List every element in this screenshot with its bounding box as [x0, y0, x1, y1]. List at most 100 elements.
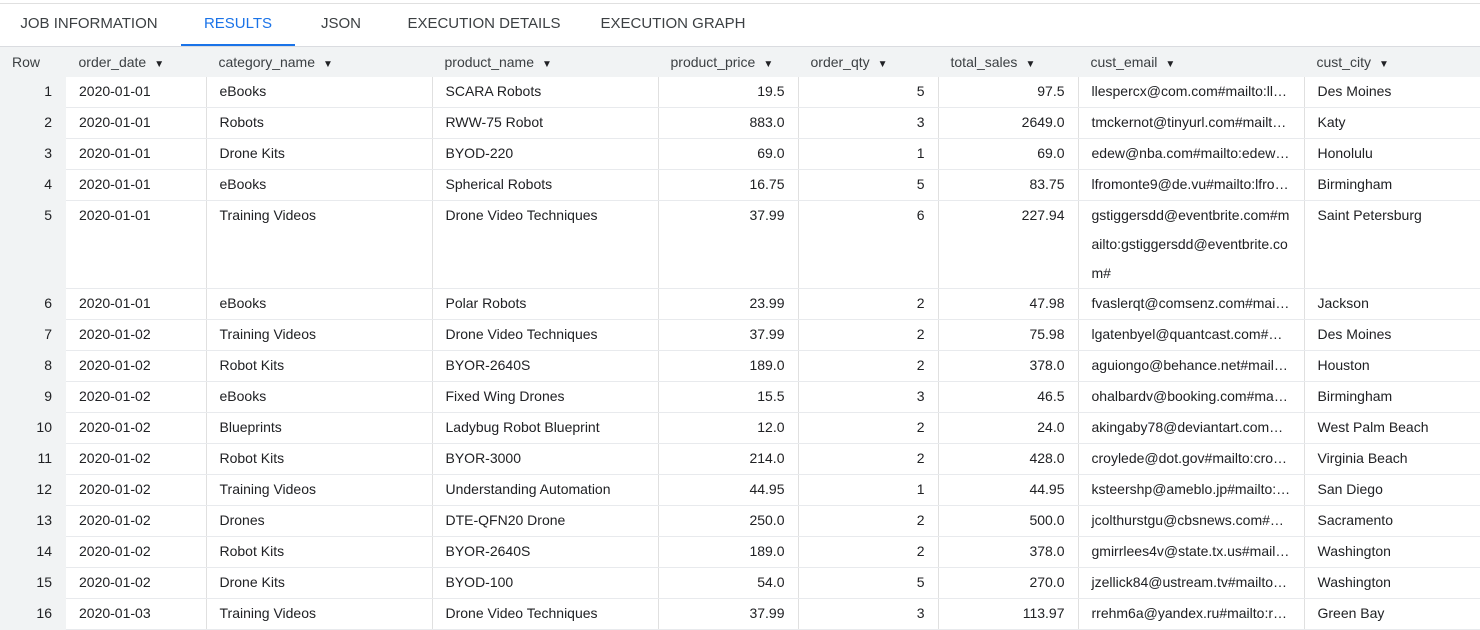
- column-header-total-sales[interactable]: total_sales ▼: [938, 47, 1079, 77]
- category-name-cell: Robot Kits: [206, 350, 433, 382]
- order-date-cell: 2020-01-02: [66, 412, 207, 444]
- product-price-cell: 44.95: [658, 474, 799, 506]
- cust-city-cell: Honolulu: [1304, 138, 1480, 170]
- caret-down-icon[interactable]: ▼: [763, 59, 774, 70]
- row-number: 16: [0, 598, 66, 630]
- table-row[interactable]: 8 2020-01-02 Robot Kits BYOR-2640S 189.0 2 378…: [0, 350, 1480, 382]
- total-sales-cell: 97.5: [938, 77, 1079, 108]
- product-price-cell: 15.5: [658, 381, 799, 413]
- row-number: 10: [0, 412, 66, 444]
- product-name-cell: BYOR-2640S: [432, 536, 659, 568]
- table-row[interactable]: 4 2020-01-01 eBooks Spherical Robots 16.75 5 8…: [0, 169, 1480, 201]
- order-qty-cell: 5: [798, 169, 939, 201]
- order-qty-cell: 2: [798, 505, 939, 537]
- order-date-cell: 2020-01-02: [66, 319, 207, 351]
- table-row[interactable]: 15 2020-01-02 Drone Kits BYOD-100 54.0 5 270.0…: [0, 567, 1480, 599]
- product-name-cell: SCARA Robots: [432, 77, 659, 108]
- tab-json[interactable]: JSON: [320, 15, 361, 32]
- tab-execution-details[interactable]: EXECUTION DETAILS: [407, 15, 561, 32]
- column-header-order-qty[interactable]: order_qty ▼: [798, 47, 939, 77]
- total-sales-cell: 113.97: [938, 598, 1079, 630]
- cust-email-cell: edew@nba.com#mailto:edew@nba.com#: [1078, 138, 1305, 170]
- total-sales-cell: 69.0: [938, 138, 1079, 170]
- total-sales-cell: 46.5: [938, 381, 1079, 413]
- row-number: 2: [0, 107, 66, 139]
- order-qty-cell: 3: [798, 381, 939, 413]
- cust-email-cell: gstiggersdd@eventbrite.com#mailto:gstigg…: [1078, 200, 1305, 289]
- order-qty-cell: 2: [798, 412, 939, 444]
- cust-email-cell: croylede@dot.gov#mailto:croylede@dot.gov…: [1078, 443, 1305, 475]
- category-name-cell: Drone Kits: [206, 567, 433, 599]
- total-sales-cell: 378.0: [938, 536, 1079, 568]
- table-row[interactable]: 11 2020-01-02 Robot Kits BYOR-3000 214.0 2 428…: [0, 443, 1480, 475]
- cust-email-cell: jzellick84@ustream.tv#mailto:jzellick84@…: [1078, 567, 1305, 599]
- total-sales-cell: 24.0: [938, 412, 1079, 444]
- table-row[interactable]: 13 2020-01-02 Drones DTE-QFN20 Drone 250.0 2 5…: [0, 505, 1480, 537]
- order-qty-cell: 2: [798, 319, 939, 351]
- caret-down-icon[interactable]: ▼: [1165, 59, 1176, 70]
- category-name-cell: eBooks: [206, 288, 433, 320]
- top-divider: [0, 3, 1480, 4]
- product-name-cell: BYOD-220: [432, 138, 659, 170]
- tab-results[interactable]: RESULTS: [181, 4, 295, 46]
- total-sales-cell: 83.75: [938, 169, 1079, 201]
- cust-email-cell: akingaby78@deviantart.com#mailto:akingab…: [1078, 412, 1305, 444]
- table-row[interactable]: 7 2020-01-02 Training Videos Drone Video Te…: [0, 319, 1480, 351]
- cust-city-cell: Birmingham: [1304, 381, 1480, 413]
- product-price-cell: 37.99: [658, 200, 799, 289]
- cust-city-cell: Des Moines: [1304, 77, 1480, 108]
- order-date-cell: 2020-01-01: [66, 138, 207, 170]
- product-price-cell: 250.0: [658, 505, 799, 537]
- product-price-cell: 189.0: [658, 350, 799, 382]
- caret-down-icon[interactable]: ▼: [877, 59, 888, 70]
- category-name-cell: Training Videos: [206, 200, 433, 289]
- category-name-cell: Training Videos: [206, 598, 433, 630]
- order-qty-cell: 3: [798, 107, 939, 139]
- order-date-cell: 2020-01-01: [66, 77, 207, 108]
- caret-down-icon[interactable]: ▼: [1378, 59, 1389, 70]
- caret-down-icon[interactable]: ▼: [1025, 59, 1036, 70]
- product-price-cell: 189.0: [658, 536, 799, 568]
- order-date-cell: 2020-01-02: [66, 381, 207, 413]
- column-header-category-name[interactable]: category_name ▼: [206, 47, 433, 77]
- cust-email-cell: fvaslerqt@comsenz.com#mailto:fvaslerqt@c…: [1078, 288, 1305, 320]
- total-sales-cell: 75.98: [938, 319, 1079, 351]
- cust-email-cell: aguiongo@behance.net#mailto:aguiongo@beh…: [1078, 350, 1305, 382]
- table-row[interactable]: 3 2020-01-01 Drone Kits BYOD-220 69.0 1 69.0 ed…: [0, 138, 1480, 170]
- caret-down-icon[interactable]: ▼: [154, 59, 165, 70]
- caret-down-icon[interactable]: ▼: [542, 59, 552, 70]
- row-number: 8: [0, 350, 66, 382]
- column-header-order-date[interactable]: order_date ▼: [66, 47, 207, 77]
- table-row[interactable]: 12 2020-01-02 Training Videos Understanding…: [0, 474, 1480, 506]
- column-header-cust-city[interactable]: cust_city ▼: [1304, 47, 1480, 77]
- category-name-cell: Training Videos: [206, 319, 433, 351]
- order-qty-cell: 1: [798, 474, 939, 506]
- order-date-cell: 2020-01-02: [66, 567, 207, 599]
- total-sales-cell: 378.0: [938, 350, 1079, 382]
- order-date-cell: 2020-01-01: [66, 169, 207, 201]
- product-price-cell: 19.5: [658, 77, 799, 108]
- table-row[interactable]: 1 2020-01-01 eBooks SCARA Robots 19.5 5 97.5 ll…: [0, 77, 1480, 108]
- tab-execution-graph[interactable]: EXECUTION GRAPH: [600, 15, 746, 32]
- table-header-row: Row order_date ▼ category_name ▼ product_n…: [0, 47, 1480, 77]
- table-row[interactable]: 9 2020-01-02 eBooks Fixed Wing Drones 15.5 3 4…: [0, 381, 1480, 413]
- order-qty-cell: 2: [798, 288, 939, 320]
- order-qty-cell: 2: [798, 350, 939, 382]
- column-header-cust-email[interactable]: cust_email ▼: [1078, 47, 1305, 77]
- tab-job-information[interactable]: JOB INFORMATION: [20, 15, 158, 32]
- product-name-cell: Drone Video Techniques: [432, 598, 659, 630]
- cust-email-cell: rrehm6a@yandex.ru#mailto:rrehm6a@yandex.…: [1078, 598, 1305, 630]
- order-date-cell: 2020-01-01: [66, 107, 207, 139]
- row-number: 4: [0, 169, 66, 201]
- caret-down-icon[interactable]: ▼: [323, 59, 333, 70]
- column-header-product-price[interactable]: product_price ▼: [658, 47, 799, 77]
- table-row[interactable]: 2 2020-01-01 Robots RWW-75 Robot 883.0 3 2649.…: [0, 107, 1480, 139]
- row-number: 7: [0, 319, 66, 351]
- table-row[interactable]: 5 2020-01-01 Training Videos Drone Video Te…: [0, 200, 1480, 289]
- table-row[interactable]: 10 2020-01-02 Blueprints Ladybug Robot Blue…: [0, 412, 1480, 444]
- column-header-product-name[interactable]: product_name ▼: [432, 47, 659, 77]
- table-row[interactable]: 6 2020-01-01 eBooks Polar Robots 23.99 2 47.98…: [0, 288, 1480, 320]
- table-row[interactable]: 14 2020-01-02 Robot Kits BYOR-2640S 189.0 2 37…: [0, 536, 1480, 568]
- table-row[interactable]: 16 2020-01-03 Training Videos Drone Video T…: [0, 598, 1480, 630]
- category-name-cell: Robots: [206, 107, 433, 139]
